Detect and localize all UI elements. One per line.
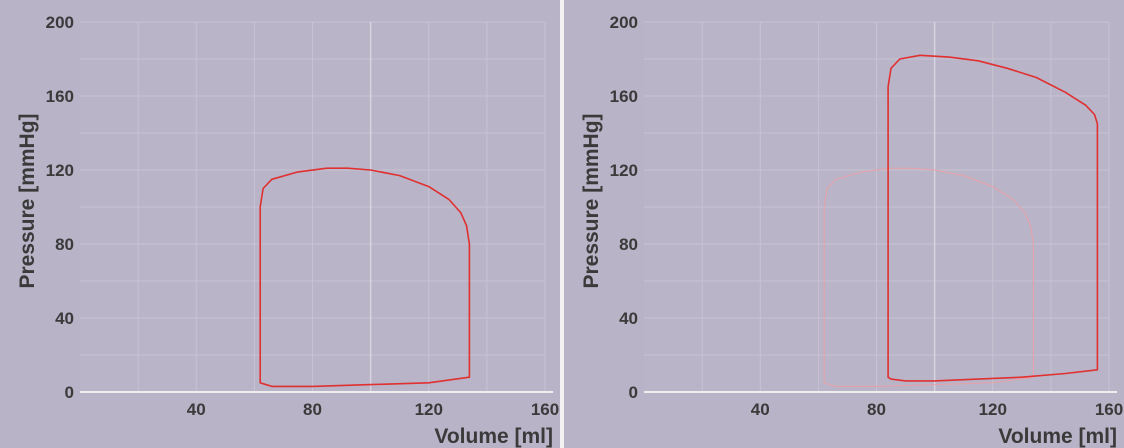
- x-tick-label: 80: [867, 400, 886, 419]
- y-tick-label: 160: [610, 87, 638, 106]
- x-axis-title: Volume [ml]: [434, 425, 553, 448]
- pv-loop-series-1: [823, 167, 1034, 387]
- y-tick-label: 200: [46, 13, 74, 32]
- y-tick-label: 0: [65, 383, 74, 402]
- x-tick-label: 120: [979, 400, 1007, 419]
- x-tick-label: 40: [751, 400, 770, 419]
- y-tick-label: 40: [619, 309, 638, 328]
- x-axis-title: Volume [ml]: [998, 425, 1117, 448]
- pv-loop-series-1: [259, 167, 471, 388]
- x-tick-label: 160: [531, 400, 559, 419]
- y-tick-label: 160: [46, 87, 74, 106]
- x-tick-label: 120: [415, 400, 443, 419]
- x-tick-label: 160: [1095, 400, 1123, 419]
- y-tick-label: 200: [610, 13, 638, 32]
- panel-divider: [560, 0, 564, 448]
- pv-loop-chart-left: 0 40 80 120 160 200 40 80 120 160 Pressure [mmHg] V…: [0, 0, 560, 448]
- y-axis-title: Pressure [mmHg]: [580, 113, 603, 288]
- y-tick-label: 120: [46, 161, 74, 180]
- y-tick-label: 40: [55, 309, 74, 328]
- chart-left-svg: 0 40 80 120 160 200 40 80 120 160 Pressure [mmHg] V…: [16, 13, 559, 448]
- chart-right-svg: 0 40 80 120 160 200 40 80 120 160 Pressure [mmHg] V…: [580, 13, 1123, 448]
- y-tick-label: 0: [629, 383, 638, 402]
- y-axis-title: Pressure [mmHg]: [16, 113, 39, 288]
- y-tick-label: 80: [55, 235, 74, 254]
- y-tick-label: 120: [610, 161, 638, 180]
- y-tick-label: 80: [619, 235, 638, 254]
- pv-loop-chart-right: 0 40 80 120 160 200 40 80 120 160 Pressure [mmHg] V…: [564, 0, 1124, 448]
- pv-loop-series-2: [887, 54, 1099, 382]
- x-tick-label: 40: [187, 400, 206, 419]
- x-tick-label: 80: [303, 400, 322, 419]
